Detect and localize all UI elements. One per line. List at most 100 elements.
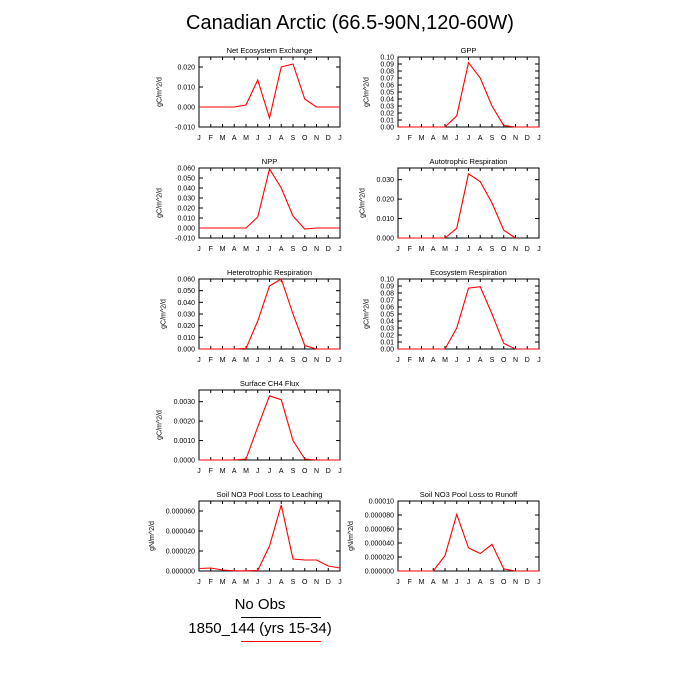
soil-no3-pool-loss-to-runoff-xtick-label: J bbox=[467, 579, 471, 586]
heterotrophic-respiration-xtick-label: J bbox=[338, 357, 342, 364]
ecosystem-respiration-xtick-label: A bbox=[431, 357, 436, 364]
gpp-xtick-label: N bbox=[513, 135, 518, 142]
surface-ch4-flux-xtick-label: A bbox=[232, 468, 237, 475]
ecosystem-respiration-xtick-label: J bbox=[467, 357, 471, 364]
soil-no3-pool-loss-to-leaching-xtick-label: S bbox=[291, 579, 296, 586]
soil-no3-pool-loss-to-leaching-xtick-label: M bbox=[243, 579, 249, 586]
npp-ytick-label: 0.060 bbox=[177, 166, 195, 173]
autotrophic-respiration-xtick-label: M bbox=[419, 246, 425, 253]
heterotrophic-respiration-title: Heterotrophic Respiration bbox=[227, 268, 312, 277]
soil-no3-pool-loss-to-runoff-xtick-label: M bbox=[419, 579, 425, 586]
gpp-frame bbox=[397, 56, 540, 128]
npp-xtick-label: D bbox=[326, 246, 331, 253]
npp-ylabel: gC/m^2/d bbox=[157, 188, 164, 218]
ecosystem-respiration-xtick-label: M bbox=[442, 357, 448, 364]
autotrophic-respiration-frame bbox=[397, 167, 540, 239]
soil-no3-pool-loss-to-runoff-xtick-label: O bbox=[501, 579, 507, 586]
surface-ch4-flux-xtick-label: J bbox=[256, 468, 260, 475]
heterotrophic-respiration-xtick-label: A bbox=[232, 357, 237, 364]
npp-xtick-label: A bbox=[232, 246, 237, 253]
autotrophic-respiration-xtick-label: O bbox=[501, 246, 507, 253]
gpp-ytick-label: 0.09 bbox=[380, 62, 394, 69]
surface-ch4-flux-xtick-label: O bbox=[302, 468, 308, 475]
gpp-xtick-label: M bbox=[442, 135, 448, 142]
heterotrophic-respiration-xtick-label: J bbox=[256, 357, 260, 364]
ecosystem-respiration-xtick-label: N bbox=[513, 357, 518, 364]
net-ecosystem-exchange-title: Net Ecosystem Exchange bbox=[227, 46, 313, 55]
surface-ch4-flux-ytick-label: 0.0030 bbox=[174, 399, 196, 406]
heterotrophic-respiration-ytick-label: 0.030 bbox=[177, 312, 195, 319]
net-ecosystem-exchange-ytick-label: 0.020 bbox=[177, 65, 195, 72]
npp-xtick-label: M bbox=[243, 246, 249, 253]
soil-no3-pool-loss-to-runoff-frame bbox=[397, 500, 540, 572]
heterotrophic-respiration-xtick-label: N bbox=[314, 357, 319, 364]
net-ecosystem-exchange-series-line bbox=[199, 63, 340, 121]
soil-no3-pool-loss-to-leaching-xtick-label: F bbox=[209, 579, 213, 586]
surface-ch4-flux-xtick-label: J bbox=[197, 468, 201, 475]
net-ecosystem-exchange-xtick-label: N bbox=[314, 135, 319, 142]
npp-xtick-label: A bbox=[279, 246, 284, 253]
gpp-xtick-label: J bbox=[537, 135, 541, 142]
autotrophic-respiration-series-line bbox=[398, 172, 516, 239]
soil-no3-pool-loss-to-leaching-xtick-label: A bbox=[232, 579, 237, 586]
ecosystem-respiration-ytick-label: 0.07 bbox=[380, 298, 394, 305]
net-ecosystem-exchange-ytick-label: 0.000 bbox=[177, 105, 195, 112]
soil-no3-pool-loss-to-runoff-ytick-label: 0.000000 bbox=[365, 569, 394, 576]
legend-label-no-obs: No Obs bbox=[234, 596, 286, 613]
heterotrophic-respiration-ytick-label: 0.050 bbox=[177, 288, 195, 295]
heterotrophic-respiration-ytick-label: 0.040 bbox=[177, 300, 195, 307]
autotrophic-respiration-xtick-label: J bbox=[537, 246, 541, 253]
npp-xtick-label: J bbox=[268, 246, 272, 253]
gpp-series-line bbox=[398, 61, 539, 128]
net-ecosystem-exchange-xtick-label: J bbox=[268, 135, 272, 142]
soil-no3-pool-loss-to-runoff-xtick-label: A bbox=[431, 579, 436, 586]
ecosystem-respiration-xtick-label: J bbox=[396, 357, 400, 364]
gpp-xtick-label: J bbox=[467, 135, 471, 142]
soil-no3-pool-loss-to-runoff-xtick-label: D bbox=[525, 579, 530, 586]
surface-ch4-flux-xtick-label: N bbox=[314, 468, 319, 475]
ecosystem-respiration-ytick-label: 0.00 bbox=[380, 347, 394, 354]
gpp-xtick-label: D bbox=[525, 135, 530, 142]
gpp-xtick-label: J bbox=[396, 135, 400, 142]
soil-no3-pool-loss-to-runoff-xtick-label: J bbox=[537, 579, 541, 586]
soil-no3-pool-loss-to-leaching-series-line bbox=[198, 504, 341, 572]
npp-ytick-label: 0.000 bbox=[177, 226, 195, 233]
npp-xtick-label: M bbox=[220, 246, 226, 253]
autotrophic-respiration-xtick-label: J bbox=[467, 246, 471, 253]
surface-ch4-flux-xtick-label: M bbox=[243, 468, 249, 475]
autotrophic-respiration-title: Autotrophic Respiration bbox=[430, 157, 508, 166]
surface-ch4-flux-ytick-label: 0.0010 bbox=[174, 438, 196, 445]
gpp-ytick-label: 0.05 bbox=[380, 90, 394, 97]
ecosystem-respiration-xtick-label: F bbox=[408, 357, 412, 364]
soil-no3-pool-loss-to-leaching-frame bbox=[198, 500, 341, 572]
npp-series-line bbox=[199, 167, 340, 230]
soil-no3-pool-loss-to-runoff-xtick-label: N bbox=[513, 579, 518, 586]
net-ecosystem-exchange-xtick-label: J bbox=[256, 135, 260, 142]
soil-no3-pool-loss-to-runoff-ytick-label: 0.000040 bbox=[365, 541, 394, 548]
gpp-xtick-label: A bbox=[431, 135, 436, 142]
npp-ytick-label: 0.040 bbox=[177, 186, 195, 193]
ecosystem-respiration-ytick-label: 0.04 bbox=[380, 319, 394, 326]
gpp-ytick-label: 0.06 bbox=[380, 83, 394, 90]
net-ecosystem-exchange-xtick-label: M bbox=[243, 135, 249, 142]
heterotrophic-respiration-ylabel: gC/m^2/d bbox=[161, 299, 168, 329]
soil-no3-pool-loss-to-leaching-xtick-label: O bbox=[302, 579, 308, 586]
gpp-ytick-label: 0.03 bbox=[380, 104, 394, 111]
gpp-xtick-label: M bbox=[419, 135, 425, 142]
ecosystem-respiration-ytick-label: 0.09 bbox=[380, 284, 394, 291]
net-ecosystem-exchange-xtick-label: O bbox=[302, 135, 308, 142]
npp-ytick-label: 0.020 bbox=[177, 206, 195, 213]
surface-ch4-flux-xtick-label: S bbox=[291, 468, 296, 475]
npp-xtick-label: J bbox=[256, 246, 260, 253]
surface-ch4-flux-ytick-label: 0.0000 bbox=[174, 458, 196, 465]
autotrophic-respiration-ytick-label: 0.020 bbox=[376, 197, 394, 204]
surface-ch4-flux-xtick-label: M bbox=[220, 468, 226, 475]
autotrophic-respiration-xtick-label: S bbox=[490, 246, 495, 253]
heterotrophic-respiration-ytick-label: 0.010 bbox=[177, 335, 195, 342]
ecosystem-respiration-xtick-label: A bbox=[478, 357, 483, 364]
ecosystem-respiration-xtick-label: J bbox=[455, 357, 459, 364]
